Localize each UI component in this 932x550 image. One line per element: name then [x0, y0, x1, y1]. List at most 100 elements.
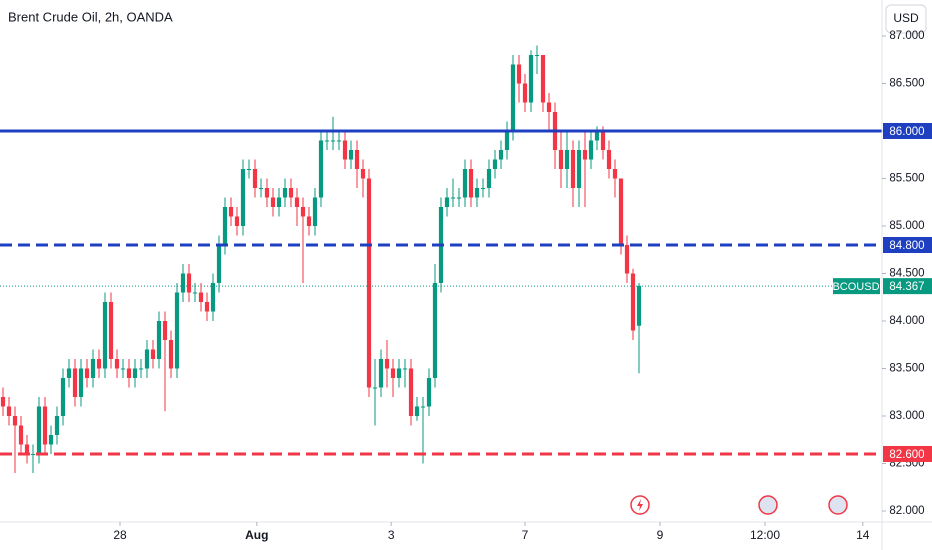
price-label: 84.367: [889, 281, 924, 293]
candle-body: [150, 349, 156, 359]
x-tick-label: 12:00: [750, 528, 780, 542]
candle-body: [78, 368, 84, 397]
candle-body: [216, 244, 222, 283]
candle-body: [108, 301, 114, 359]
candle-body: [498, 149, 504, 160]
symbol-label-box: [833, 278, 880, 295]
candle-body: [348, 149, 354, 160]
candle-body: [330, 140, 336, 142]
candle-body: [378, 358, 384, 388]
candle-body: [258, 187, 264, 189]
currency-button[interactable]: [885, 4, 927, 34]
candle-body: [576, 149, 582, 188]
level-label: 82.600: [889, 449, 924, 461]
candle-body: [624, 244, 630, 274]
candle-body: [36, 406, 42, 454]
candle-body: [234, 216, 240, 226]
candle-body: [132, 368, 138, 378]
x-tick-label: 28: [113, 528, 127, 542]
candle-body: [522, 83, 528, 103]
candle-body: [114, 358, 120, 369]
candle-body: [318, 140, 324, 198]
x-tick-label: 3: [388, 528, 395, 542]
y-tick-label: 83.000: [889, 410, 924, 422]
y-tick-label: 87.000: [889, 30, 924, 42]
candle-body: [264, 187, 270, 198]
candle-body: [222, 206, 228, 245]
candle-body: [60, 377, 66, 416]
candle-body: [90, 358, 96, 378]
x-tick-label: 9: [657, 528, 664, 542]
candle-body: [384, 358, 390, 369]
candle-body: [402, 368, 408, 370]
candle-body: [102, 301, 108, 369]
candle-body: [246, 168, 252, 170]
event-icons: [630, 495, 848, 515]
candle-body: [324, 140, 330, 142]
y-tick-label: 83.500: [889, 363, 924, 375]
candle-body: [570, 149, 576, 188]
plot-area: [0, 45, 882, 473]
candle-body: [594, 130, 600, 141]
y-tick-label: 84.500: [889, 268, 924, 280]
currency-label[interactable]: USD: [893, 11, 919, 25]
candle-body: [354, 149, 360, 169]
y-tick-label: 82.000: [889, 505, 924, 517]
candle-body: [252, 168, 258, 188]
candle-body: [366, 178, 372, 388]
candle-body: [630, 273, 636, 331]
candle-body: [306, 216, 312, 226]
candle-body: [516, 64, 522, 84]
y-tick-label: 85.000: [889, 220, 924, 232]
candle-body: [210, 282, 216, 312]
candle-body: [342, 140, 348, 160]
candle-body: [414, 406, 420, 416]
candle-body: [6, 406, 12, 416]
candle-body: [162, 320, 168, 340]
candle-body: [396, 368, 402, 378]
candle-body: [546, 102, 552, 112]
candle-body: [618, 178, 624, 245]
event-icon[interactable]: [758, 495, 778, 515]
candle-body: [156, 320, 162, 359]
candle-body: [312, 197, 318, 226]
candle-body: [636, 285, 642, 326]
candle-body: [240, 168, 246, 226]
candle-body: [336, 140, 342, 142]
candle-body: [288, 187, 294, 198]
event-icon[interactable]: [828, 495, 848, 515]
candle-body: [582, 149, 588, 160]
candle-body: [270, 197, 276, 207]
candle-body: [510, 64, 516, 131]
candle-body: [96, 358, 102, 369]
candle-body: [612, 168, 618, 179]
level-label: 84.800: [889, 240, 924, 252]
candle-body: [54, 415, 60, 435]
candle-body: [18, 425, 24, 445]
candle-body: [372, 387, 378, 389]
candle-body: [444, 197, 450, 207]
candle-body: [474, 187, 480, 198]
candle-body: [432, 282, 438, 378]
candle-body: [12, 415, 18, 426]
candle-body: [174, 292, 180, 369]
candle-body: [276, 197, 282, 207]
level-label-box: [883, 122, 932, 139]
candle-body: [144, 349, 150, 369]
chart-title: Brent Crude Oil, 2h, OANDA: [8, 9, 173, 24]
candle-body: [420, 406, 426, 408]
symbol-label: BCOUSD: [832, 281, 879, 293]
candle-body: [300, 206, 306, 217]
y-tick-label: 84.000: [889, 315, 924, 327]
candle-body: [66, 368, 72, 378]
candle-body: [504, 130, 510, 150]
candle-body: [606, 149, 612, 169]
candle-body: [480, 187, 486, 189]
y-tick-label: 86.500: [889, 78, 924, 90]
candle-body: [534, 55, 540, 57]
candle-body: [468, 168, 474, 198]
candle-body: [408, 368, 414, 416]
candle-body: [24, 444, 30, 454]
